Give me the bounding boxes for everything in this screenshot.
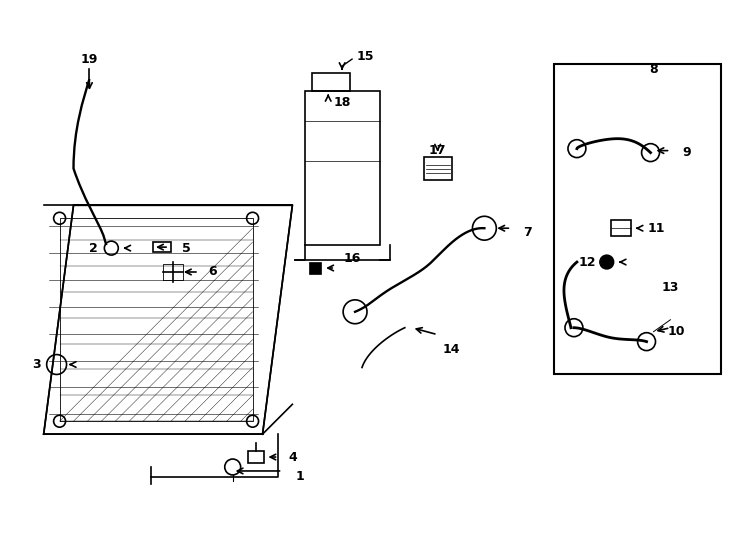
Bar: [153, 242, 171, 252]
Text: 19: 19: [81, 52, 98, 65]
Text: 12: 12: [578, 255, 595, 268]
Bar: [309, 262, 321, 274]
Circle shape: [600, 255, 614, 269]
Text: 13: 13: [662, 281, 679, 294]
Text: 10: 10: [668, 325, 685, 338]
Text: 3: 3: [32, 358, 41, 371]
Bar: [305, 91, 380, 245]
Text: 7: 7: [523, 226, 531, 239]
Text: 18: 18: [333, 96, 351, 110]
Bar: [424, 157, 451, 180]
Text: 9: 9: [682, 146, 691, 159]
Bar: [554, 64, 722, 374]
Text: 17: 17: [429, 144, 446, 157]
Text: 2: 2: [89, 241, 98, 255]
Text: 6: 6: [208, 266, 217, 279]
Text: 14: 14: [443, 343, 460, 356]
Bar: [247, 451, 264, 463]
Text: 1: 1: [296, 470, 305, 483]
Text: 16: 16: [344, 252, 361, 265]
Bar: [611, 220, 631, 236]
Text: 5: 5: [181, 241, 190, 255]
Text: 15: 15: [356, 50, 374, 63]
Text: 11: 11: [647, 222, 665, 235]
Text: 4: 4: [288, 450, 297, 463]
Text: 8: 8: [649, 63, 658, 76]
Bar: [312, 73, 350, 91]
